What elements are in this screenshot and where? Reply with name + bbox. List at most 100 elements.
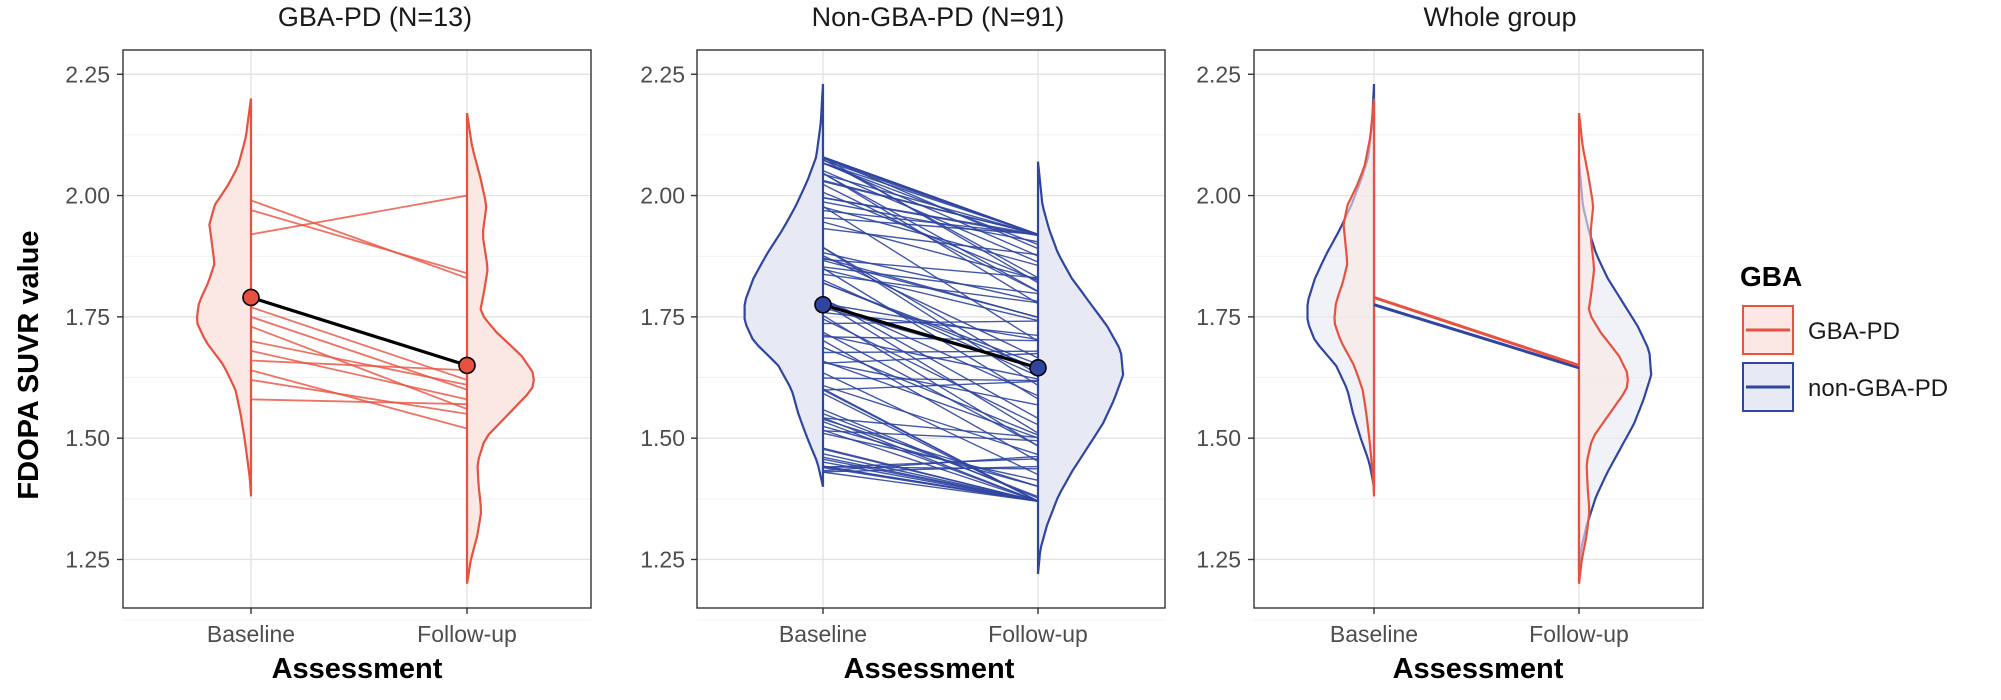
pair-line	[822, 279, 1039, 377]
pair-line	[822, 331, 1039, 447]
y-tick-label: 1.75	[640, 304, 685, 330]
mean-point-baseline	[242, 288, 260, 307]
plot-border	[122, 49, 592, 609]
pair-line	[250, 369, 468, 430]
x-tick-label: Follow-up	[1529, 621, 1629, 647]
plot-border	[1253, 49, 1704, 609]
mean-point-baseline	[814, 295, 832, 314]
pair-line	[250, 199, 468, 279]
pair-line	[822, 268, 1039, 322]
pair-line	[822, 257, 1039, 319]
violin-followup	[465, 112, 535, 584]
pair-line	[822, 156, 1039, 236]
pair-line	[822, 471, 1039, 502]
violin-followup	[1036, 161, 1125, 575]
mean-point-followup	[1029, 359, 1047, 377]
pair-line	[822, 183, 1039, 293]
pair-line	[822, 372, 1039, 476]
legend-title: GBA	[1740, 261, 1802, 292]
panel-nongba: 1.25 1.50 1.75 2.00 2.25 Baseline Follow-up	[640, 49, 1166, 647]
x-tick-label: Baseline	[779, 621, 867, 647]
pair-line	[822, 302, 1039, 434]
pair-line	[822, 156, 1039, 284]
y-tick-label: 1.25	[65, 546, 110, 572]
y-tick-label: 2.25	[1196, 61, 1241, 87]
mean-line-gba	[1373, 296, 1580, 367]
plot-border	[696, 49, 1166, 609]
mean-line	[250, 295, 468, 367]
pair-line	[822, 425, 1039, 488]
violin-followup-gba	[1577, 112, 1629, 584]
pair-line	[822, 258, 1039, 279]
panel-title-nongba: Non-GBA-PD (N=91)	[812, 2, 1065, 32]
pair-line	[822, 360, 1039, 439]
x-tick-label: Follow-up	[988, 621, 1088, 647]
pair-line	[822, 466, 1039, 470]
pair-line	[822, 252, 1039, 303]
y-tick-label: 2.00	[1196, 183, 1241, 209]
pair-line	[822, 180, 1039, 236]
pair-line	[822, 339, 1039, 462]
panel-whole: 1.25 1.50 1.75 2.00 2.25 Baseline Follow-up	[1196, 49, 1704, 647]
pair-line	[822, 246, 1039, 387]
pair-line	[822, 430, 1039, 442]
pair-line	[822, 458, 1039, 502]
pair-line	[822, 266, 1039, 295]
pair-line	[822, 429, 1039, 502]
pair-line	[822, 156, 1039, 250]
pair-line	[822, 384, 1039, 456]
pair-line	[822, 162, 1039, 236]
panel-title-gba: GBA-PD (N=13)	[278, 2, 472, 32]
pair-line	[250, 194, 468, 236]
pair-line	[250, 359, 468, 372]
pair-line	[822, 302, 1039, 341]
x-tick-label: Follow-up	[417, 621, 517, 647]
pair-line	[822, 205, 1039, 342]
y-tick-label: 2.00	[640, 183, 685, 209]
pair-line	[822, 465, 1039, 473]
pair-line	[822, 392, 1039, 502]
violin-baseline	[195, 98, 253, 497]
y-tick-label: 1.50	[65, 425, 110, 451]
pair-line	[822, 418, 1039, 488]
pair-line	[822, 273, 1039, 304]
y-tick-label: 2.00	[65, 183, 110, 209]
pair-line	[250, 379, 468, 415]
pair-line	[822, 334, 1039, 380]
x-tick-label: Baseline	[207, 621, 295, 647]
pair-line	[250, 398, 468, 406]
pair-line	[822, 352, 1039, 364]
pair-line	[250, 209, 468, 275]
y-tick-label: 2.25	[640, 61, 685, 87]
x-tick-label: Baseline	[1330, 621, 1418, 647]
violin-baseline	[743, 83, 825, 487]
panel-title-whole: Whole group	[1423, 2, 1576, 32]
y-tick-label: 1.50	[1196, 425, 1241, 451]
pair-line	[822, 420, 1039, 502]
y-tick-label: 1.50	[640, 425, 685, 451]
pair-line	[822, 221, 1039, 281]
mean-line	[822, 303, 1039, 370]
pair-line	[822, 417, 1039, 439]
pair-line	[822, 380, 1039, 391]
legend-label-gba: GBA-PD	[1808, 318, 1900, 345]
pair-line	[822, 206, 1039, 267]
pair-line	[822, 267, 1039, 400]
pair-line	[822, 197, 1039, 237]
x-axis-title-whole: Assessment	[1393, 653, 1564, 685]
legend: GBA GBA-PD non-GBA-PD	[1740, 261, 1948, 412]
panel-gba: 1.25 1.50 1.75 2.00 2.25 Baseline Follow-up	[65, 49, 592, 647]
pair-line	[822, 448, 1039, 502]
y-tick-label: 1.25	[1196, 546, 1241, 572]
y-tick-label: 1.75	[1196, 304, 1241, 330]
y-tick-label: 1.75	[65, 304, 110, 330]
y-tick-label: 2.25	[65, 61, 110, 87]
pair-line	[822, 465, 1039, 502]
y-tick-label: 1.25	[640, 546, 685, 572]
pair-line	[250, 325, 468, 410]
violin-baseline-gba	[1333, 98, 1376, 497]
x-axis-title-gba: Assessment	[272, 653, 443, 685]
pair-line	[822, 320, 1039, 325]
plot-background	[123, 50, 591, 608]
pair-line	[250, 349, 468, 401]
